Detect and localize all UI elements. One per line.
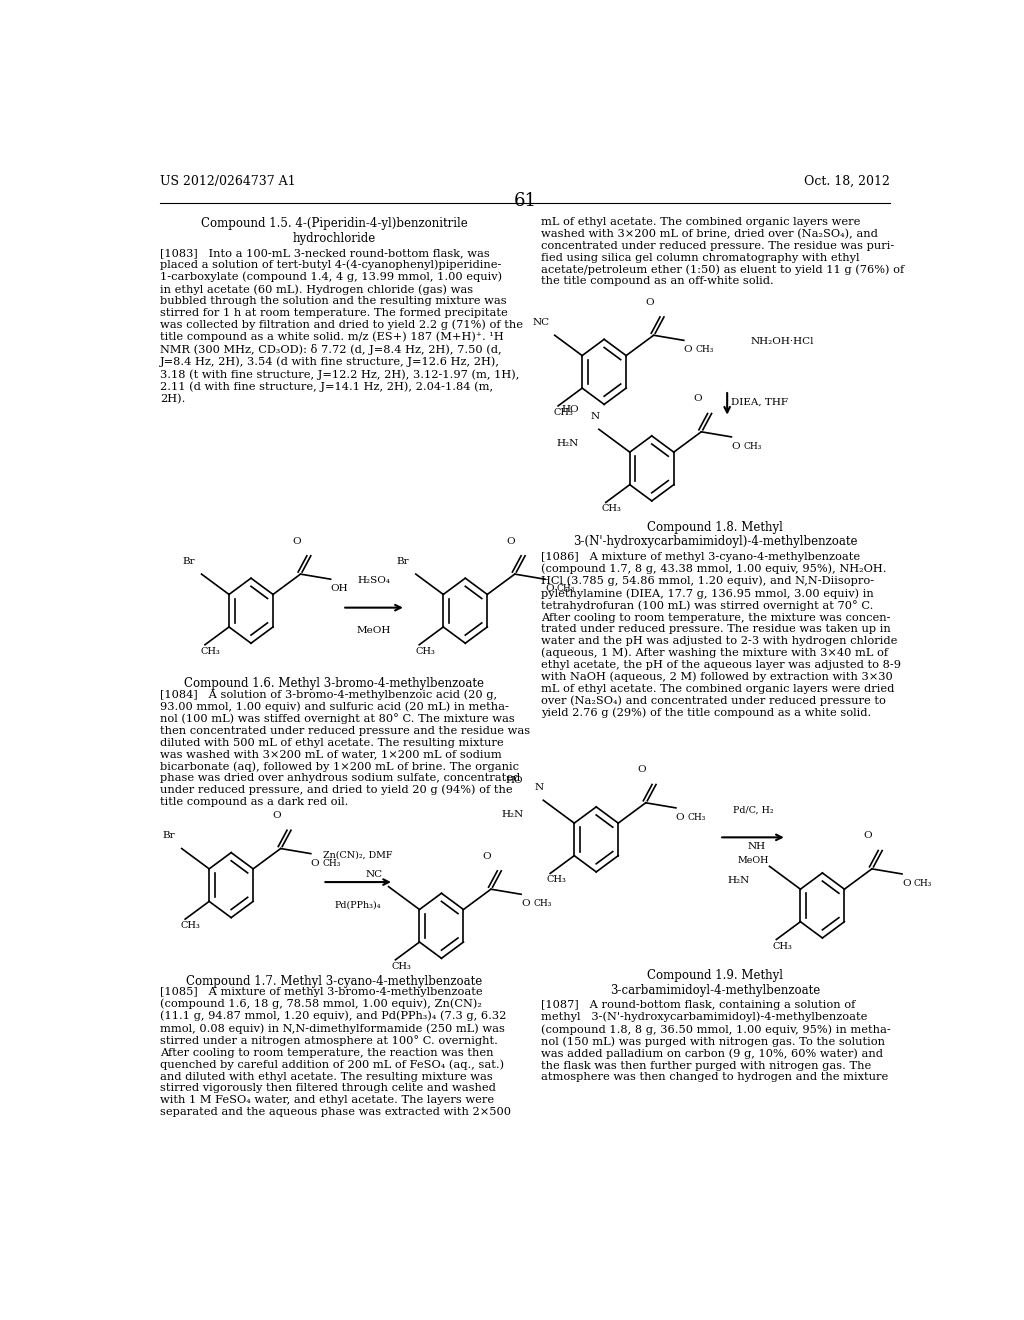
Text: Compound 1.7. Methyl 3-cyano-4-methylbenzoate: Compound 1.7. Methyl 3-cyano-4-methylben… [186, 974, 482, 987]
Text: O: O [272, 810, 281, 820]
Text: CH₃: CH₃ [534, 899, 551, 908]
Text: O: O [645, 298, 654, 306]
Text: HO: HO [506, 776, 523, 785]
Text: DIEA, THF: DIEA, THF [731, 397, 788, 407]
Text: CH₃: CH₃ [181, 921, 201, 931]
Text: N: N [590, 412, 599, 421]
Text: CH₃: CH₃ [323, 859, 341, 867]
Text: O: O [311, 859, 319, 867]
Text: NH: NH [748, 842, 766, 851]
Text: Compound 1.5. 4-(Piperidin-4-yl)benzonitrile: Compound 1.5. 4-(Piperidin-4-yl)benzonit… [201, 218, 468, 231]
Text: Compound 1.8. Methyl: Compound 1.8. Methyl [647, 521, 783, 535]
Text: US 2012/0264737 A1: US 2012/0264737 A1 [160, 174, 295, 187]
Text: NC: NC [366, 870, 382, 879]
Text: Oct. 18, 2012: Oct. 18, 2012 [804, 174, 890, 187]
Text: CH₃: CH₃ [554, 408, 573, 417]
Text: Compound 1.9. Methyl: Compound 1.9. Methyl [647, 969, 783, 982]
Text: O: O [684, 346, 692, 354]
Text: CH₃: CH₃ [415, 647, 435, 656]
Text: MeOH: MeOH [356, 626, 391, 635]
Text: [1084]   A solution of 3-bromo-4-methylbenzoic acid (20 g,
93.00 mmol, 1.00 equi: [1084] A solution of 3-bromo-4-methylben… [160, 689, 529, 807]
Text: HO: HO [561, 405, 579, 414]
Text: MeOH: MeOH [737, 855, 769, 865]
Text: NC: NC [532, 318, 550, 327]
Text: Compound 1.6. Methyl 3-bromo-4-methylbenzoate: Compound 1.6. Methyl 3-bromo-4-methylben… [184, 677, 484, 690]
Text: CH₃: CH₃ [602, 504, 622, 513]
Text: OH: OH [331, 585, 348, 593]
Text: H₂N: H₂N [727, 876, 750, 886]
Text: N: N [535, 783, 544, 792]
Text: O: O [676, 813, 684, 822]
Text: H₂SO₄: H₂SO₄ [357, 577, 390, 585]
Text: O: O [863, 832, 872, 841]
Text: O: O [507, 537, 515, 545]
Text: Pd(PPh₃)₄: Pd(PPh₃)₄ [335, 900, 381, 909]
Text: H₂N: H₂N [557, 440, 579, 449]
Text: [1083]   Into a 100-mL 3-necked round-bottom flask, was
placed a solution of ter: [1083] Into a 100-mL 3-necked round-bott… [160, 248, 522, 404]
Text: CH₃: CH₃ [914, 879, 932, 888]
Text: CH₃: CH₃ [743, 442, 762, 451]
Text: O: O [902, 879, 910, 888]
Text: O: O [292, 537, 301, 545]
Text: Br: Br [163, 832, 175, 841]
Text: CH₃: CH₃ [695, 346, 714, 354]
Text: CH₃: CH₃ [546, 875, 566, 884]
Text: O: O [693, 395, 701, 404]
Text: [1086]   A mixture of methyl 3-cyano-4-methylbenzoate
(compound 1.7, 8 g, 43.38 : [1086] A mixture of methyl 3-cyano-4-met… [541, 552, 901, 718]
Text: 3-carbamimidoyl-4-methylbenzoate: 3-carbamimidoyl-4-methylbenzoate [610, 983, 820, 997]
Text: Br: Br [397, 557, 410, 566]
Text: [1087]   A round-bottom flask, containing a solution of
methyl   3-(N'-hydroxyca: [1087] A round-bottom flask, containing … [541, 1001, 891, 1082]
Text: [1085]   A mixture of methyl 3-bromo-4-methylbenzoate
(compound 1.6, 18 g, 78.58: [1085] A mixture of methyl 3-bromo-4-met… [160, 987, 511, 1117]
Text: CH₃: CH₃ [201, 647, 221, 656]
Text: hydrochloride: hydrochloride [293, 231, 376, 244]
Text: CH₃: CH₃ [557, 585, 575, 593]
Text: NH₂OH·HCl: NH₂OH·HCl [751, 337, 814, 346]
Text: O: O [637, 766, 646, 775]
Text: O: O [731, 442, 740, 451]
Text: CH₃: CH₃ [391, 962, 412, 972]
Text: mL of ethyl acetate. The combined organic layers were
washed with 3×200 mL of br: mL of ethyl acetate. The combined organi… [541, 218, 904, 286]
Text: CH₃: CH₃ [772, 941, 793, 950]
Text: H₂N: H₂N [501, 810, 523, 820]
Text: Br: Br [182, 557, 196, 566]
Text: Pd/C, H₂: Pd/C, H₂ [732, 807, 773, 814]
Text: Zn(CN)₂, DMF: Zn(CN)₂, DMF [324, 850, 393, 859]
Text: O: O [521, 899, 529, 908]
Text: O: O [482, 851, 492, 861]
Text: 3-(N'-hydroxycarbamimidoyl)-4-methylbenzoate: 3-(N'-hydroxycarbamimidoyl)-4-methylbenz… [573, 536, 857, 549]
Text: O: O [545, 585, 554, 593]
Text: CH₃: CH₃ [688, 813, 707, 822]
Text: 61: 61 [513, 191, 537, 210]
